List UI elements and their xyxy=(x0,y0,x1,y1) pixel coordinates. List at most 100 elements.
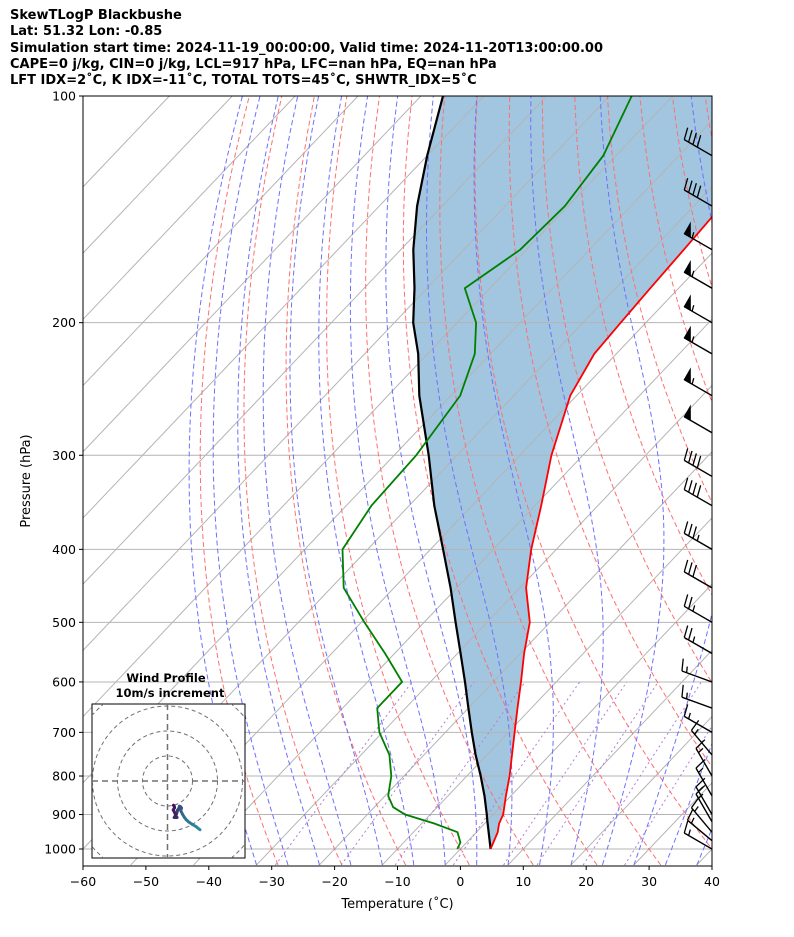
wind-barb-half-feather xyxy=(691,336,695,343)
wind-barb-shaft xyxy=(681,670,712,683)
isotherm-line xyxy=(83,96,673,718)
moist-adiabat xyxy=(425,96,513,866)
wind-barb-feather xyxy=(687,180,693,193)
moist-adiabat xyxy=(473,96,554,866)
isotherm-line xyxy=(83,96,422,453)
wind-barb-feather xyxy=(696,485,702,498)
wind-barb xyxy=(683,477,712,507)
wind-barb-feather xyxy=(687,480,693,493)
wind-barb-shaft xyxy=(690,807,712,833)
cin-shaded-area xyxy=(413,96,712,849)
isotherm-line xyxy=(83,96,296,321)
wind-barb-feather xyxy=(687,130,693,143)
dry-adiabat xyxy=(508,96,712,768)
dry-adiabat xyxy=(243,96,343,866)
moist-adiabat xyxy=(664,742,712,866)
wind-barb-half-feather xyxy=(698,747,704,754)
chart-title: SkewTLogP Blackbushe xyxy=(10,8,182,23)
wind-barb-shaft xyxy=(683,636,712,655)
wind-barb-feather xyxy=(697,76,700,88)
wind-barb-feather xyxy=(692,182,697,196)
x-tick-label: −10 xyxy=(384,874,410,889)
wind-barb-half-feather xyxy=(685,666,688,673)
isotherm-line xyxy=(319,451,712,866)
wind-barb-feather xyxy=(683,820,689,834)
moist-adiabat xyxy=(262,96,352,866)
wind-barb-half-feather xyxy=(691,305,695,312)
dry-adiabat xyxy=(574,96,712,596)
wind-barb-feather xyxy=(693,73,696,85)
wind-barb-feather xyxy=(695,777,706,788)
x-tick-label: 0 xyxy=(456,874,464,889)
y-tick-label: 300 xyxy=(52,448,76,463)
mixing-ratio-line xyxy=(582,681,702,866)
wind-barb-feather xyxy=(687,450,693,464)
stability-indices-line: LFT IDX=2˚C, K IDX=-11˚C, TOTAL TOTS=45˚… xyxy=(10,73,477,89)
x-axis-label: Temperature (˚C) xyxy=(340,896,453,912)
wind-barb xyxy=(683,367,712,397)
wind-barb-feather xyxy=(695,784,706,795)
wind-barb xyxy=(695,739,712,777)
y-tick-label: 200 xyxy=(52,315,76,330)
isotherm-line xyxy=(570,715,712,866)
y-tick-label: 900 xyxy=(52,807,76,822)
wind-barb-half-feather xyxy=(687,712,691,720)
wind-barbs xyxy=(681,68,712,850)
mixing-ratio-line xyxy=(394,681,526,866)
wind-barb-half-feather xyxy=(698,793,704,799)
wind-barb-half-feather xyxy=(692,605,696,612)
wind-barb-pennant xyxy=(683,221,691,239)
wind-barb xyxy=(683,127,712,157)
wind-barb-shaft xyxy=(683,189,712,207)
wind-barb-feather xyxy=(695,739,706,749)
moist-adiabat xyxy=(237,96,320,866)
wind-barb-shaft xyxy=(683,139,712,157)
y-tick-label: 600 xyxy=(52,674,76,689)
wind-barb-feather xyxy=(684,68,687,80)
wind-barb-feather xyxy=(690,797,700,809)
isotherm-line xyxy=(256,384,712,866)
wind-barb-shaft xyxy=(683,605,712,623)
isotherm-line xyxy=(83,96,611,652)
wind-barb xyxy=(683,448,712,477)
moist-adiabat xyxy=(289,96,383,866)
x-tick-label: 20 xyxy=(578,874,594,889)
wind-barb xyxy=(683,221,712,251)
wind-barb xyxy=(683,259,712,289)
y-tick-label: 800 xyxy=(52,769,76,784)
wind-barb-feather xyxy=(686,808,694,821)
wind-barb xyxy=(683,521,712,550)
y-tick-label: 400 xyxy=(52,542,76,557)
wind-barb-shaft xyxy=(695,767,712,797)
wind-barb-feather xyxy=(683,625,689,638)
wind-barb-feather xyxy=(696,135,702,148)
convective-params-line: CAPE=0 j/kg, CIN=0 j/kg, LCL=917 hPa, LF… xyxy=(10,56,497,72)
isotherm-line xyxy=(507,649,712,866)
wind-barb xyxy=(690,797,712,833)
isotherm-line xyxy=(193,318,712,866)
isotherm-line xyxy=(83,96,548,585)
mixing-ratio-line xyxy=(340,681,475,866)
time-line: Simulation start time: 2024-11-19_00:00:… xyxy=(10,40,603,56)
mixing-ratio-line xyxy=(274,681,413,866)
cape-cin-shading xyxy=(413,96,712,849)
x-tick-label: −30 xyxy=(259,874,285,889)
wind-barb-feather xyxy=(687,562,693,575)
x-tick-label: −50 xyxy=(133,874,159,889)
wind-barb-shaft xyxy=(683,715,712,733)
wind-barb xyxy=(683,559,712,589)
wind-barb-pennant xyxy=(683,325,691,343)
wind-barb-pennant xyxy=(683,259,691,277)
wind-barb xyxy=(695,759,712,797)
isotherm-line xyxy=(83,96,359,387)
y-tick-label: 500 xyxy=(52,615,76,630)
wind-barb-feather xyxy=(692,453,697,466)
wind-barb-shaft xyxy=(683,832,712,850)
wind-barb-shaft xyxy=(683,532,712,550)
wind-barb-half-feather xyxy=(690,817,695,824)
wind-barb-feather xyxy=(683,477,689,490)
mixing-ratio-line xyxy=(503,681,628,866)
wind-barb-pennant xyxy=(683,367,691,385)
wind-barb-feather xyxy=(683,704,689,717)
